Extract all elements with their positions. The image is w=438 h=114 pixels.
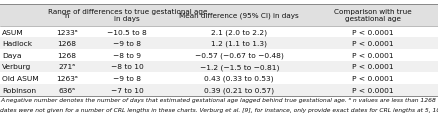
- Text: P < 0.0001: P < 0.0001: [352, 41, 393, 47]
- Text: P < 0.0001: P < 0.0001: [352, 75, 393, 81]
- Bar: [0, 26, 438, 38]
- Text: −9 to 8: −9 to 8: [113, 41, 141, 47]
- Text: −1.2 (−1.5 to −0.81): −1.2 (−1.5 to −0.81): [199, 64, 279, 70]
- Text: 1.2 (1.1 to 1.3): 1.2 (1.1 to 1.3): [211, 41, 267, 47]
- Text: 0.39 (0.21 to 0.57): 0.39 (0.21 to 0.57): [204, 87, 274, 93]
- Bar: [0, 38, 438, 50]
- Text: Verburg: Verburg: [2, 64, 32, 70]
- Text: 1233ᵃ: 1233ᵃ: [56, 29, 78, 35]
- Text: 2.1 (2.0 to 2.2): 2.1 (2.0 to 2.2): [211, 29, 267, 35]
- Text: −9 to 8: −9 to 8: [113, 75, 141, 81]
- Text: −8 to 9: −8 to 9: [113, 52, 141, 58]
- Text: 1268: 1268: [57, 41, 76, 47]
- Bar: [0, 73, 438, 84]
- Bar: [0, 5, 438, 26]
- Text: 271ᵃ: 271ᵃ: [58, 64, 75, 70]
- Text: 636ᵃ: 636ᵃ: [58, 87, 75, 93]
- Text: ASUM: ASUM: [2, 29, 24, 35]
- Text: Range of differences to true gestational age
in days: Range of differences to true gestational…: [47, 9, 207, 22]
- Bar: [0, 50, 438, 61]
- Text: Daya: Daya: [2, 52, 21, 58]
- Text: P < 0.0001: P < 0.0001: [352, 29, 393, 35]
- Bar: [0, 84, 438, 96]
- Text: n: n: [64, 13, 69, 18]
- Text: −0.57 (−0.67 to −0.48): −0.57 (−0.67 to −0.48): [194, 52, 283, 59]
- Text: Comparison with true
gestational age: Comparison with true gestational age: [333, 9, 411, 22]
- Text: Old ASUM: Old ASUM: [2, 75, 39, 81]
- Text: Robinson: Robinson: [2, 87, 36, 93]
- Text: −7 to 10: −7 to 10: [111, 87, 143, 93]
- Text: −10.5 to 8: −10.5 to 8: [107, 29, 147, 35]
- Text: P < 0.0001: P < 0.0001: [352, 52, 393, 58]
- Text: −8 to 10: −8 to 10: [111, 64, 143, 70]
- Text: Hadlock: Hadlock: [2, 41, 32, 47]
- Bar: [0, 61, 438, 73]
- Text: 1263ᵃ: 1263ᵃ: [56, 75, 78, 81]
- Text: 1268: 1268: [57, 52, 76, 58]
- Text: 0.43 (0.33 to 0.53): 0.43 (0.33 to 0.53): [204, 75, 273, 82]
- Text: P < 0.0001: P < 0.0001: [352, 64, 393, 70]
- Text: P < 0.0001: P < 0.0001: [352, 87, 393, 93]
- Text: A negative number denotes the number of days that estimated gestational age lagg: A negative number denotes the number of …: [0, 97, 438, 102]
- Text: Mean difference (95% CI) in days: Mean difference (95% CI) in days: [179, 12, 298, 19]
- Text: dates were not given for a number of CRL lengths in these charts. Verburg et al.: dates were not given for a number of CRL…: [0, 107, 438, 111]
